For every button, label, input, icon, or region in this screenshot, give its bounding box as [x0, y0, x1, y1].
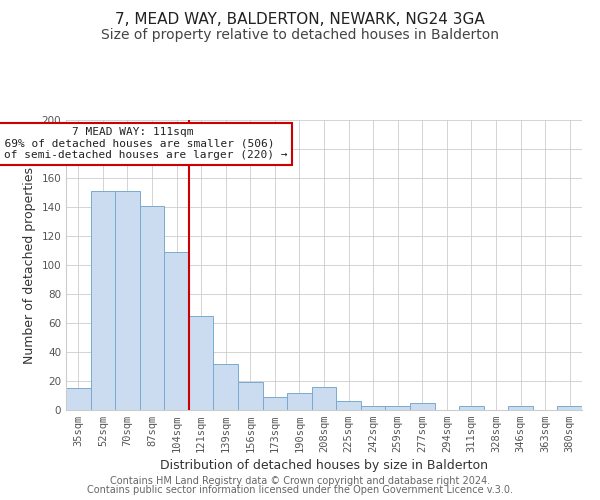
Text: Contains public sector information licensed under the Open Government Licence v.: Contains public sector information licen…	[87, 485, 513, 495]
Bar	[361, 406, 385, 410]
Y-axis label: Number of detached properties: Number of detached properties	[23, 166, 36, 364]
Bar	[410, 403, 434, 410]
Text: Contains HM Land Registry data © Crown copyright and database right 2024.: Contains HM Land Registry data © Crown c…	[110, 476, 490, 486]
Bar	[115, 191, 140, 410]
Bar	[238, 382, 263, 410]
Bar	[508, 406, 533, 410]
Bar	[140, 206, 164, 410]
Bar	[336, 402, 361, 410]
Bar	[189, 316, 214, 410]
Text: Size of property relative to detached houses in Balderton: Size of property relative to detached ho…	[101, 28, 499, 42]
Text: 7, MEAD WAY, BALDERTON, NEWARK, NG24 3GA: 7, MEAD WAY, BALDERTON, NEWARK, NG24 3GA	[115, 12, 485, 28]
Bar	[66, 388, 91, 410]
Bar	[459, 406, 484, 410]
Bar	[557, 406, 582, 410]
Text: 7 MEAD WAY: 111sqm
← 69% of detached houses are smaller (506)
30% of semi-detach: 7 MEAD WAY: 111sqm ← 69% of detached hou…	[0, 127, 287, 160]
Bar	[385, 406, 410, 410]
Bar	[91, 191, 115, 410]
Bar	[214, 364, 238, 410]
Bar	[164, 252, 189, 410]
Bar	[312, 387, 336, 410]
Bar	[287, 392, 312, 410]
X-axis label: Distribution of detached houses by size in Balderton: Distribution of detached houses by size …	[160, 460, 488, 472]
Bar	[263, 397, 287, 410]
